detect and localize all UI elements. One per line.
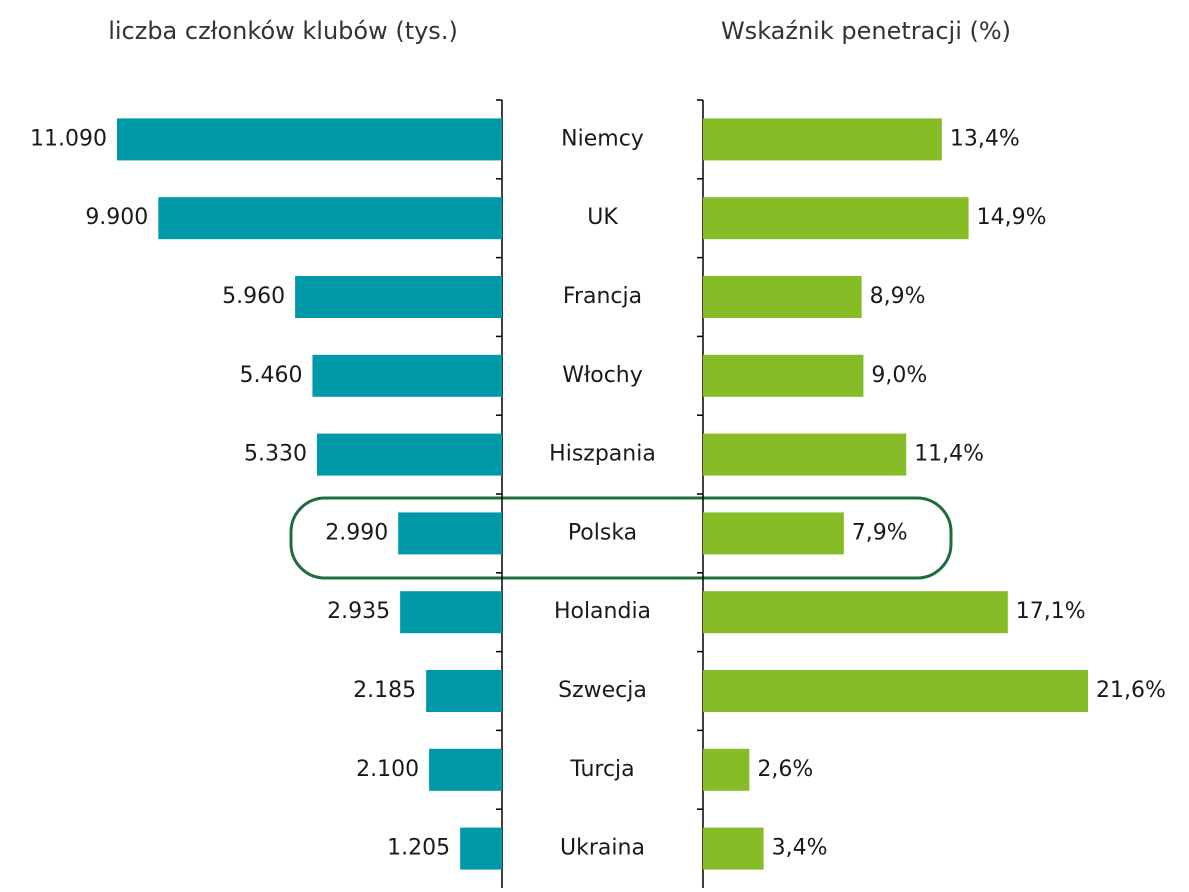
bar	[400, 591, 502, 634]
bar	[703, 827, 764, 870]
value-label: 5.960	[222, 284, 285, 309]
value-label: 2.100	[356, 757, 419, 782]
right-title: Wskaźnik penetracji (%)	[721, 17, 1011, 45]
value-label: 8,9%	[870, 284, 926, 309]
category-label: Polska	[568, 520, 637, 545]
highlight-frame	[289, 496, 953, 580]
bar	[398, 512, 502, 555]
left-title: liczba członków klubów (tys.)	[108, 17, 458, 45]
value-label: 2.990	[325, 520, 388, 545]
category-label: Francja	[563, 284, 642, 309]
category-label: Szwecja	[558, 678, 647, 703]
bar	[117, 118, 502, 161]
value-label: 7,9%	[852, 520, 908, 545]
value-label: 3,4%	[772, 836, 828, 861]
value-label: 2,6%	[757, 757, 813, 782]
value-label: 17,1%	[1016, 599, 1086, 624]
bar	[460, 827, 502, 870]
value-label: 11.090	[30, 126, 107, 151]
bar	[703, 512, 844, 555]
category-label: Ukraina	[560, 836, 645, 861]
value-label: 13,4%	[950, 126, 1020, 151]
category-label: Hiszpania	[549, 442, 656, 467]
value-label: 21,6%	[1096, 678, 1166, 703]
bar	[703, 276, 862, 318]
category-label: Niemcy	[561, 126, 644, 151]
value-label: 11,4%	[914, 442, 984, 467]
value-label: 14,9%	[977, 205, 1047, 230]
bar	[703, 197, 969, 240]
bar	[316, 433, 502, 476]
bar	[703, 748, 750, 791]
value-label: 9.900	[85, 205, 148, 230]
category-label: UK	[587, 205, 618, 230]
category-label: Włochy	[562, 363, 643, 388]
bar	[703, 591, 1008, 634]
value-label: 5.460	[239, 363, 302, 388]
bar	[703, 118, 942, 161]
value-label: 1.205	[387, 836, 450, 861]
bar	[703, 354, 864, 397]
bar	[703, 433, 907, 476]
value-label: 2.935	[327, 599, 390, 624]
bar	[312, 354, 502, 397]
bar	[158, 197, 502, 240]
value-label: 9,0%	[871, 363, 927, 388]
value-label: 5.330	[244, 442, 307, 467]
bar	[295, 276, 502, 318]
category-label: Turcja	[569, 757, 634, 782]
category-label: Holandia	[554, 599, 651, 624]
bar	[429, 748, 502, 791]
bar	[703, 670, 1088, 712]
value-label: 2.185	[353, 678, 416, 703]
bar	[426, 670, 502, 712]
